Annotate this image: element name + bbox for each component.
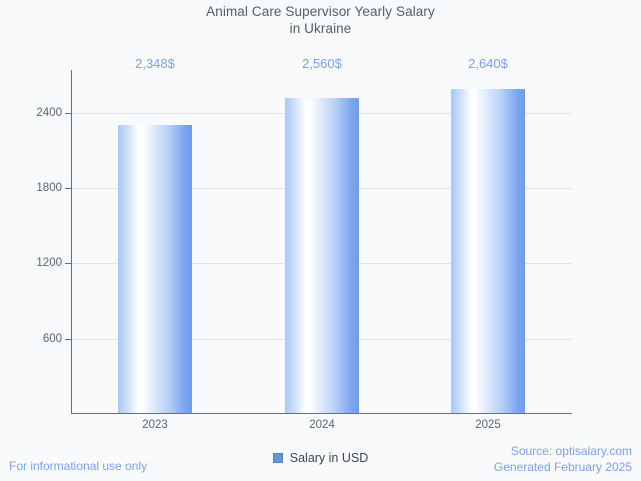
ytick-mark-1800 xyxy=(65,188,71,189)
source-text: Source: optisalary.com xyxy=(510,444,632,458)
bar-2025[interactable] xyxy=(451,89,525,413)
x-axis-line xyxy=(71,413,572,414)
bar-value-label-2024: 2,560$ xyxy=(302,56,342,71)
chart-title: Animal Care Supervisor Yearly Salary in … xyxy=(0,4,641,37)
bar-value-label-2025: 2,640$ xyxy=(468,56,508,71)
generated-date-text: Generated February 2025 xyxy=(493,459,632,474)
ytick-mark-2400 xyxy=(65,113,71,114)
ytick-mark-600 xyxy=(65,339,71,340)
legend-label-salary-in-usd[interactable]: Salary in USD xyxy=(289,451,369,465)
xtick-label-2024: 2024 xyxy=(309,419,335,431)
y-axis-line xyxy=(71,70,72,414)
bar-value-label-2023: 2,348$ xyxy=(135,56,175,71)
legend-swatch-salary-in-usd[interactable] xyxy=(272,453,283,463)
bar-2023[interactable] xyxy=(118,125,192,413)
chart-title-line-1: Animal Care Supervisor Yearly Salary xyxy=(206,4,435,19)
bar-2024[interactable] xyxy=(285,98,359,413)
source-block: Source: optisalary.com Generated Februar… xyxy=(494,444,632,475)
ytick-label-1800: 1800 xyxy=(36,182,62,194)
chart-legend: Salary in USD xyxy=(0,451,641,465)
ytick-label-2400: 2400 xyxy=(36,107,62,119)
xtick-label-2023: 2023 xyxy=(142,419,168,431)
ytick-label-600: 600 xyxy=(42,333,62,345)
xtick-label-2025: 2025 xyxy=(475,419,501,431)
ytick-mark-1200 xyxy=(65,263,71,264)
chart-title-line-2: in Ukraine xyxy=(289,20,352,36)
disclaimer-text: For informational use only xyxy=(9,459,148,473)
ytick-label-1200: 1200 xyxy=(36,257,62,269)
